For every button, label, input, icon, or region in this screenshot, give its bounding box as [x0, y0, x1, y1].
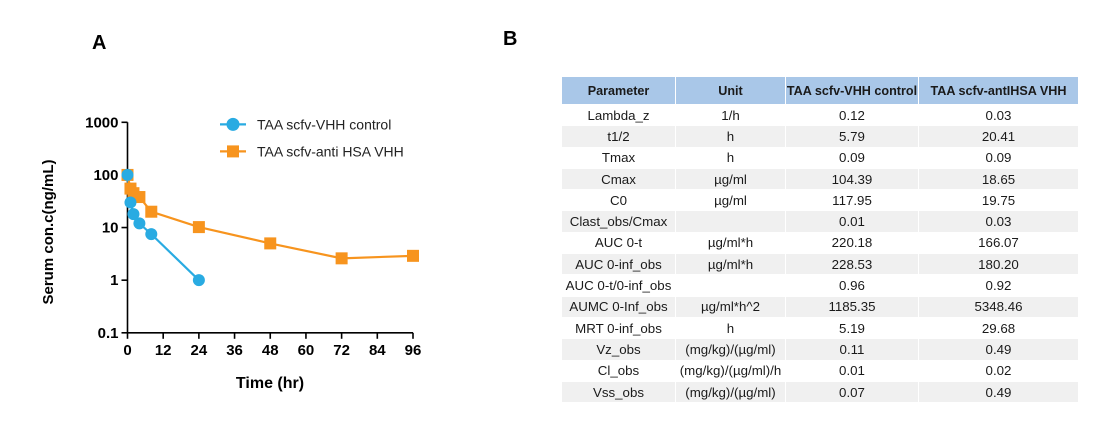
svg-text:36: 36 [226, 342, 243, 359]
svg-text:1000: 1000 [85, 114, 118, 131]
svg-text:Time (hr): Time (hr) [236, 375, 304, 392]
svg-text:12: 12 [155, 342, 172, 359]
svg-text:Serum con.c(ng/mL): Serum con.c(ng/mL) [40, 159, 57, 304]
svg-text:100: 100 [93, 167, 118, 184]
svg-text:0.1: 0.1 [98, 325, 119, 342]
svg-text:72: 72 [333, 342, 350, 359]
svg-text:84: 84 [369, 342, 386, 359]
svg-text:96: 96 [405, 342, 422, 359]
svg-text:0: 0 [123, 342, 131, 359]
svg-text:10: 10 [102, 220, 119, 237]
svg-text:TAA scfv-anti HSA VHH: TAA scfv-anti HSA VHH [257, 143, 404, 159]
svg-text:60: 60 [298, 342, 315, 359]
svg-text:24: 24 [191, 342, 208, 359]
svg-text:48: 48 [262, 342, 279, 359]
svg-text:1: 1 [110, 272, 118, 289]
svg-text:TAA scfv-VHH control: TAA scfv-VHH control [257, 116, 391, 132]
